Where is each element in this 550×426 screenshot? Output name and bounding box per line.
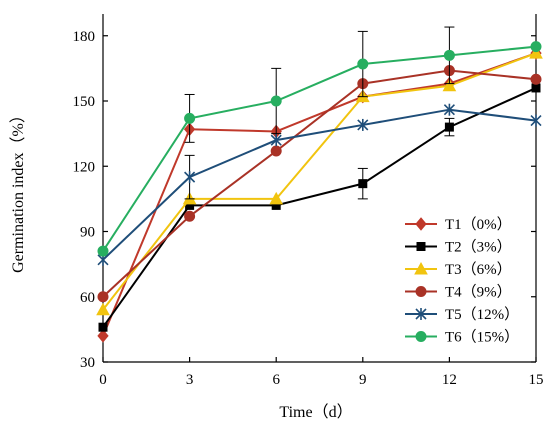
legend-swatch-marker [416,242,426,251]
data-point-t5 [184,171,196,184]
x-axis-title: Time（d） [279,403,352,421]
legend-swatch-marker [415,286,427,297]
x-tick-label: 6 [272,372,280,388]
legend-swatch-marker [414,261,428,275]
data-point-t5 [530,114,542,127]
series-line-t2 [102,87,537,328]
series-line-t1 [102,52,537,337]
series-line-t3 [102,52,537,311]
data-point-t4 [184,210,196,222]
series-line-t5 [102,108,537,261]
legend-label: T3（6%） [445,261,512,278]
data-point-t6 [270,95,282,107]
data-point-t1 [97,329,109,343]
data-point-t6 [530,41,542,53]
data-point-t6 [184,112,196,124]
data-point-t2 [358,179,368,189]
legend-label: T4（9%） [445,284,512,301]
y-axis-title: Germination index（%） [9,107,27,273]
series-line-t4 [102,69,537,298]
legend-label: T6（15%） [445,329,519,346]
data-point-t4 [270,145,282,157]
legend-label: T5（12%） [445,306,519,323]
data-point-t3 [269,191,284,205]
legend-label: T2（3%） [445,239,512,256]
y-tick-label: 90 [80,225,95,241]
y-tick-label: 150 [73,94,96,110]
y-tick-label: 120 [73,159,96,175]
data-point-t5 [443,103,455,116]
data-point-t6 [443,49,455,61]
legend-swatch-marker [415,217,427,231]
data-point-t6 [357,58,369,70]
data-point-t2 [531,83,541,93]
y-tick-label: 180 [73,29,96,45]
legend-swatch-marker [415,331,427,342]
x-tick-label: 0 [99,372,107,388]
legend-swatch-marker [415,308,427,320]
series-line-t6 [102,45,537,252]
data-point-t4 [530,73,542,85]
x-tick-label: 9 [359,372,367,388]
y-tick-label: 30 [80,355,95,371]
y-tick-label: 60 [80,290,95,306]
data-point-t5 [357,118,369,131]
data-point-t5 [270,134,282,147]
x-tick-label: 12 [442,372,457,388]
data-point-t3 [442,78,457,92]
data-point-t6 [97,245,109,257]
legend-label: T1（0%） [445,216,512,233]
data-point-t4 [97,291,109,303]
x-tick-label: 3 [186,372,194,388]
plot-area: 0 3 6 9 12 15 30 60 90 120 150 180 T1（0%） T2（3%） T3（6%… [73,14,544,388]
data-point-t3 [96,302,110,316]
data-point-t2 [444,122,454,132]
x-tick-label: 15 [529,372,544,388]
data-point-t3 [529,46,543,59]
data-point-t2 [98,322,108,332]
